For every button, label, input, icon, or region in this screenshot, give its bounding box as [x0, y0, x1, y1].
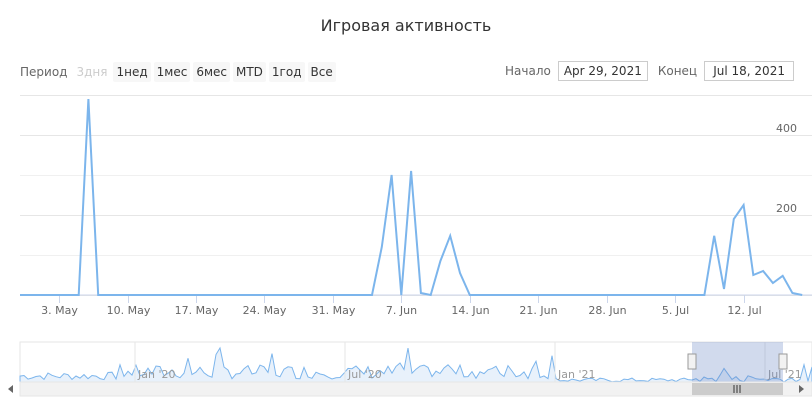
x-tick-label: 17. May: [175, 304, 219, 317]
start-date-label: Начало: [505, 64, 551, 78]
scrollbar-track[interactable]: [19, 381, 812, 397]
x-tick-label: 24. May: [243, 304, 287, 317]
x-tick-label: 28. Jun: [588, 304, 626, 317]
range-button-1m[interactable]: 1мес: [153, 62, 191, 82]
y-tick-label: 200: [776, 202, 797, 215]
x-tick-label: 31. May: [312, 304, 356, 317]
y-tick-label: 400: [776, 122, 797, 135]
start-date-input[interactable]: [557, 61, 648, 81]
range-button-mtd[interactable]: MTD: [232, 62, 266, 82]
range-button-all[interactable]: Все: [307, 62, 336, 82]
navigator-series: [19, 346, 812, 383]
navigator-label: Jan '20: [137, 368, 175, 381]
navigator-left-handle[interactable]: [687, 353, 697, 370]
chart-title: Игровая активность: [320, 16, 492, 35]
x-tick-label: 12. Jul: [727, 304, 761, 317]
range-button-1w[interactable]: 1нед: [113, 62, 151, 82]
period-label: Период: [20, 65, 68, 79]
x-tick-label: 3. May: [41, 304, 78, 317]
navigator-label: Jan '21: [557, 368, 595, 381]
activity-series-line: [20, 98, 803, 297]
end-date-input[interactable]: [704, 61, 795, 81]
x-tick-label: 5. Jul: [662, 304, 689, 317]
navigator-label: Jul '20: [347, 368, 382, 381]
range-selector: Период 3дня 1нед 1мес 6мес MTD 1год Все: [20, 62, 339, 82]
range-button-3d[interactable]: 3дня: [76, 65, 108, 79]
navigator-labels: Jan '20 Jul '20 Jan '21 Jul '21: [134, 342, 802, 382]
x-axis-labels: 3. May 10. May 17. May 24. May 31. May 7. Jun…: [41, 295, 762, 317]
range-button-6m[interactable]: 6мес: [193, 62, 230, 82]
navigator-label: Jul '21: [767, 368, 802, 381]
x-tick-label: 14. Jun: [451, 304, 489, 317]
range-button-1y[interactable]: 1год: [268, 62, 305, 82]
x-tick-label: 21. Jun: [519, 304, 557, 317]
navigator[interactable]: Jan '20 Jul '20 Jan '21 Jul '21: [8, 341, 812, 397]
navigator-selection[interactable]: [692, 342, 783, 382]
date-range: Начало Конец: [505, 61, 804, 81]
scroll-right-arrow-icon[interactable]: [799, 385, 804, 393]
x-tick-label: 7. Jun: [386, 304, 417, 317]
end-date-label: Конец: [657, 64, 698, 78]
grid-lines: [20, 95, 812, 296]
x-tick-label: 10. May: [107, 304, 151, 317]
y-axis-labels: 200 400: [776, 122, 797, 215]
scroll-left-arrow-icon[interactable]: [8, 385, 13, 393]
navigator-right-handle[interactable]: [778, 353, 788, 370]
